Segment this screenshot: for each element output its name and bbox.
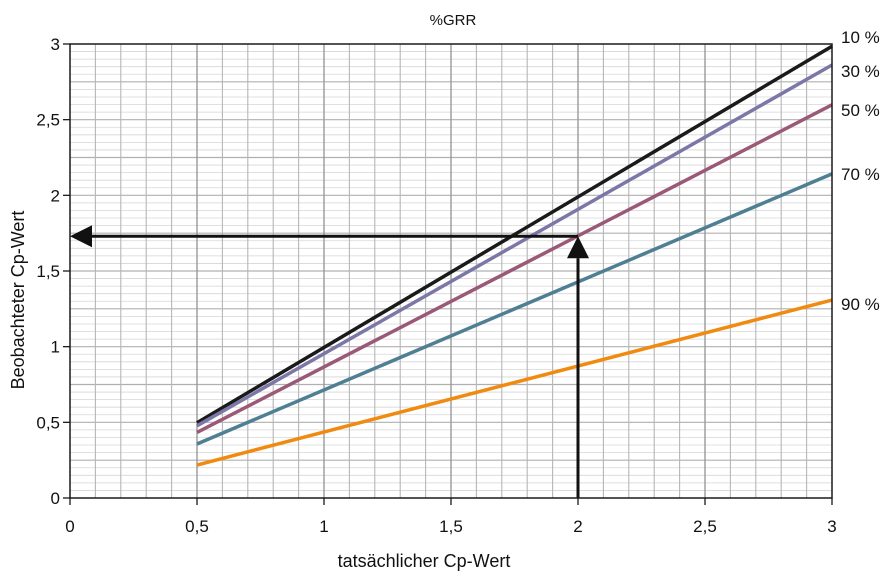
series-line — [196, 63, 833, 428]
x-tick-label: 0 — [65, 517, 74, 536]
y-tick-label: 2 — [51, 186, 60, 205]
annotation-layer — [70, 225, 589, 498]
arrow-head — [70, 225, 92, 248]
y-tick-label: 2,5 — [36, 111, 60, 130]
series-layer — [196, 44, 833, 467]
x-tick-label: 1,5 — [439, 517, 463, 536]
series-line — [196, 44, 833, 425]
y-axis-title: Beobachteter Cp-Wert — [8, 211, 28, 390]
series-label: 90 % — [841, 295, 880, 314]
chart-title: %GRR — [430, 12, 477, 29]
series-label: 70 % — [841, 165, 880, 184]
series-line — [196, 298, 833, 467]
series-label: 30 % — [841, 62, 880, 81]
y-tick-label: 3 — [51, 35, 60, 54]
y-tick-label: 0,5 — [36, 413, 60, 432]
series-line — [196, 172, 833, 446]
x-tick-label: 2 — [573, 517, 582, 536]
axis-ticks — [63, 43, 833, 505]
x-tick-label: 0,5 — [185, 517, 209, 536]
y-tick-label: 0 — [51, 489, 60, 508]
y-tick-labels: 0 0,5 1 1,5 2 2,5 3 — [36, 35, 60, 508]
arrow-head — [567, 236, 589, 259]
series-line — [196, 103, 833, 435]
x-axis-title: tatsächlicher Cp-Wert — [338, 551, 511, 571]
series-labels: 10 % 30 % 50 % 70 % 90 % — [841, 28, 880, 314]
x-tick-labels: 0 0,5 1 1,5 2 2,5 3 — [65, 517, 836, 536]
y-tick-label: 1 — [51, 338, 60, 357]
x-tick-label: 3 — [827, 517, 836, 536]
x-tick-label: 2,5 — [693, 517, 717, 536]
x-tick-label: 1 — [319, 517, 328, 536]
y-tick-label: 1,5 — [36, 262, 60, 281]
grid — [70, 44, 832, 498]
series-label: 10 % — [841, 28, 880, 47]
series-label: 50 % — [841, 101, 880, 120]
